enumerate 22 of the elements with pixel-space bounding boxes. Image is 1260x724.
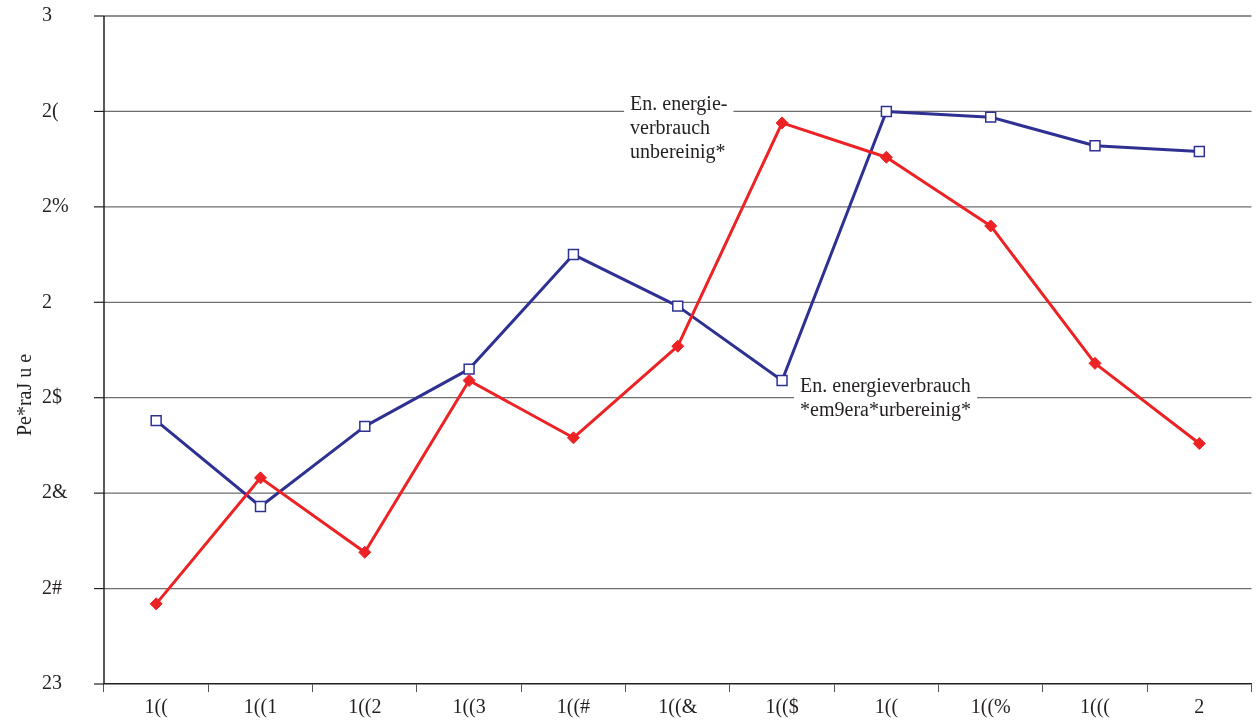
x-tick-label: 2 (1194, 695, 1205, 718)
x-tick-label: 1((& (658, 695, 698, 719)
x-tick-label: 1((1 (243, 695, 278, 719)
text: 2% (42, 194, 69, 217)
series-label: En. energieverbrauch *em9era*urbereinig* (800, 373, 972, 421)
y-axis-title: Pe*raJ u e (13, 353, 36, 437)
text: 2& (42, 480, 68, 503)
text: 2$ (42, 384, 62, 407)
series-label: En. energie- verbrauch unbereinig* (630, 92, 728, 164)
x-tick-label: 1(( (874, 695, 899, 719)
text: 2# (42, 575, 62, 598)
text: 2( (42, 98, 59, 122)
x-tick-label: 1((2 (348, 695, 382, 719)
x-tick-label: 1(($ (765, 695, 799, 719)
text: 3 (42, 3, 52, 26)
x-tick-label: 1((% (970, 695, 1011, 719)
x-tick-label: 1((3 (452, 695, 486, 719)
x-tick-label: 1((( (1080, 695, 1111, 719)
text: 23 (42, 671, 62, 694)
text: 2 (42, 289, 52, 312)
x-tick-label: 1(( (144, 695, 169, 719)
x-tick-label: 1((# (556, 695, 591, 719)
